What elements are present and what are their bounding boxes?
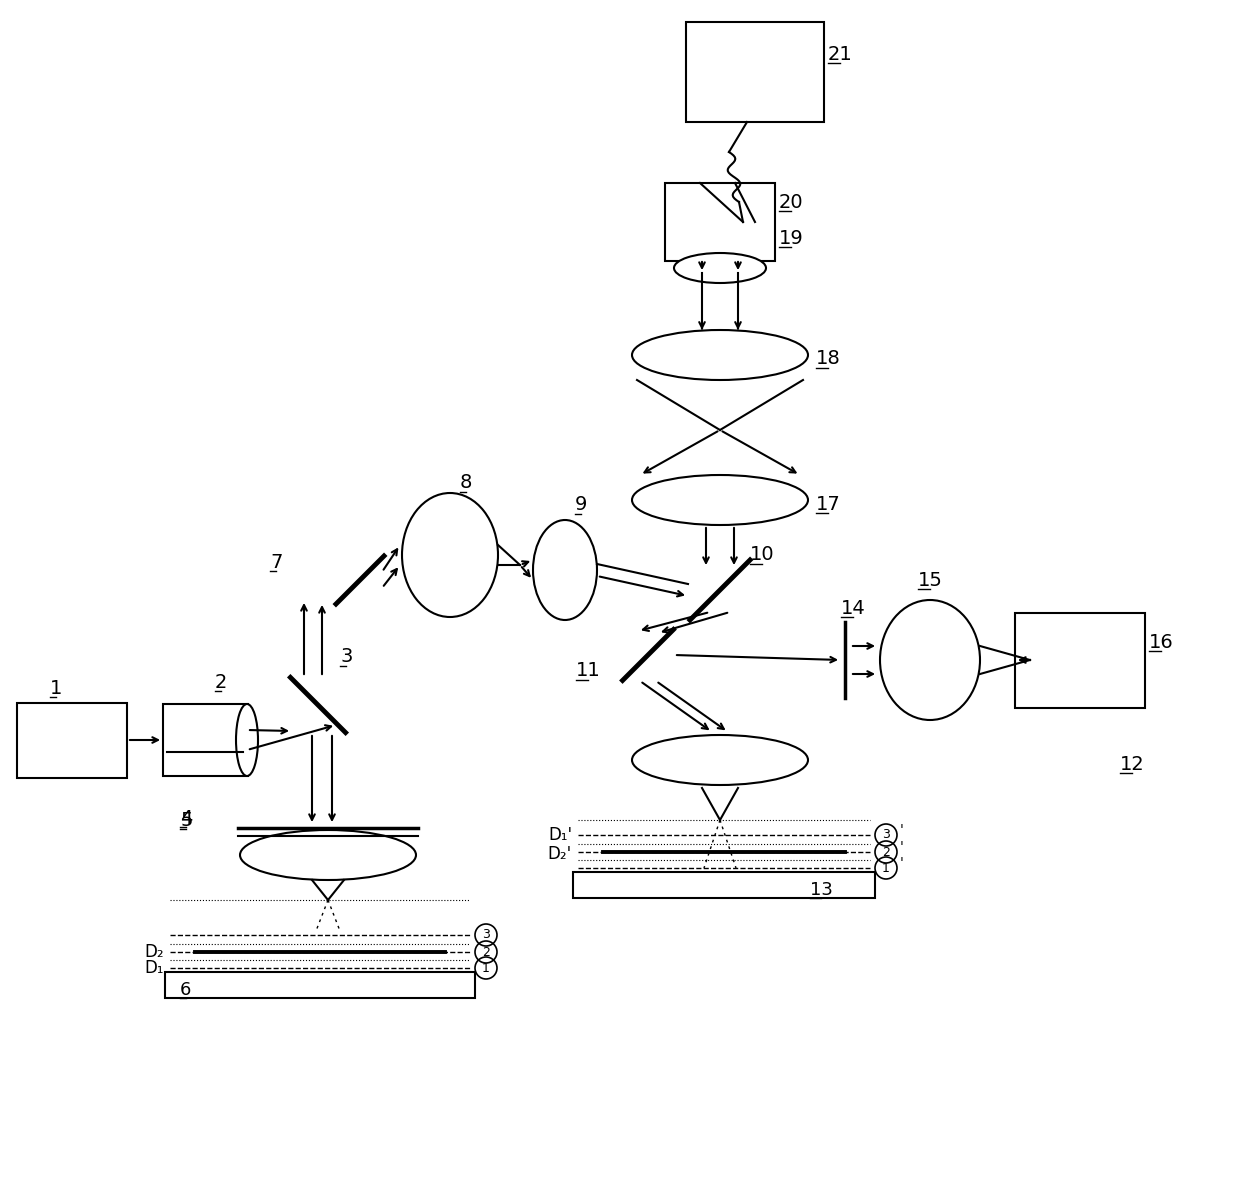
Text: 3: 3	[340, 648, 352, 667]
Ellipse shape	[533, 520, 596, 621]
Bar	[665, 183, 775, 261]
Bar	[17, 703, 126, 778]
Text: 15: 15	[918, 570, 942, 590]
Text: 17: 17	[816, 494, 841, 513]
Text: 9: 9	[575, 495, 588, 515]
Ellipse shape	[632, 330, 808, 380]
Text: 1: 1	[50, 679, 62, 698]
Text: 8: 8	[460, 474, 472, 493]
Text: 2: 2	[215, 673, 227, 692]
Bar	[686, 21, 825, 121]
Text: 16: 16	[1149, 632, 1174, 651]
Text: 11: 11	[577, 661, 600, 680]
Ellipse shape	[236, 704, 258, 777]
Text: 7: 7	[270, 553, 283, 572]
Bar	[573, 872, 875, 898]
Text: 3: 3	[882, 829, 890, 842]
Text: 3: 3	[482, 929, 490, 942]
Ellipse shape	[632, 475, 808, 525]
Bar	[165, 972, 475, 998]
Ellipse shape	[241, 830, 415, 880]
Text: ': '	[900, 840, 904, 854]
Text: 2: 2	[882, 846, 890, 859]
Text: 1: 1	[482, 961, 490, 974]
Text: 19: 19	[779, 229, 804, 248]
Bar	[1016, 612, 1145, 707]
Text: 10: 10	[750, 545, 775, 565]
Text: 14: 14	[841, 599, 866, 617]
Bar	[162, 704, 248, 777]
Text: D₂': D₂'	[548, 844, 572, 863]
Text: 4: 4	[180, 809, 192, 828]
Text: ': '	[900, 856, 904, 869]
Text: D₁: D₁	[145, 959, 164, 977]
Ellipse shape	[880, 600, 980, 721]
Text: 6: 6	[180, 981, 191, 999]
Text: 13: 13	[810, 881, 833, 899]
Text: 1: 1	[882, 861, 890, 874]
Text: 18: 18	[816, 349, 841, 368]
Ellipse shape	[675, 252, 766, 283]
Ellipse shape	[632, 735, 808, 785]
Text: 5: 5	[180, 811, 192, 829]
Text: 2: 2	[482, 946, 490, 959]
Ellipse shape	[402, 493, 498, 617]
Text: D₂: D₂	[144, 943, 164, 961]
Text: D₁': D₁'	[548, 827, 572, 844]
Text: 21: 21	[828, 44, 853, 63]
Text: ': '	[900, 823, 904, 837]
Text: 12: 12	[1120, 755, 1145, 773]
Text: 20: 20	[779, 193, 804, 212]
